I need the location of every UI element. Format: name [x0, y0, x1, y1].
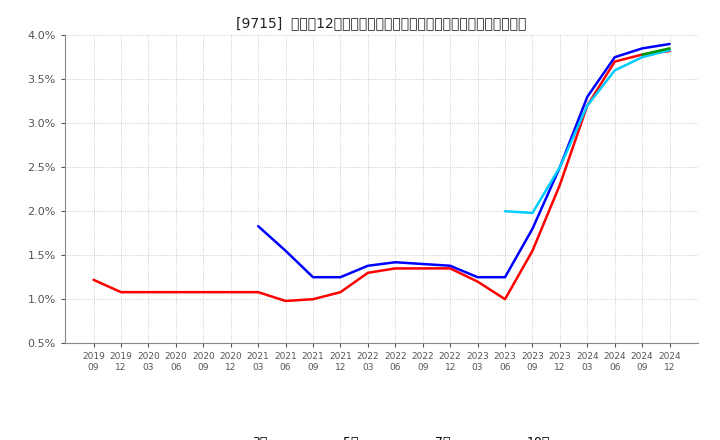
- Title: [9715]  売上高12か月移動合計の対前年同期増減率の標準偏差の推移: [9715] 売上高12か月移動合計の対前年同期増減率の標準偏差の推移: [236, 16, 527, 30]
- Legend: 3年, 5年, 7年, 10年: 3年, 5年, 7年, 10年: [208, 431, 555, 440]
